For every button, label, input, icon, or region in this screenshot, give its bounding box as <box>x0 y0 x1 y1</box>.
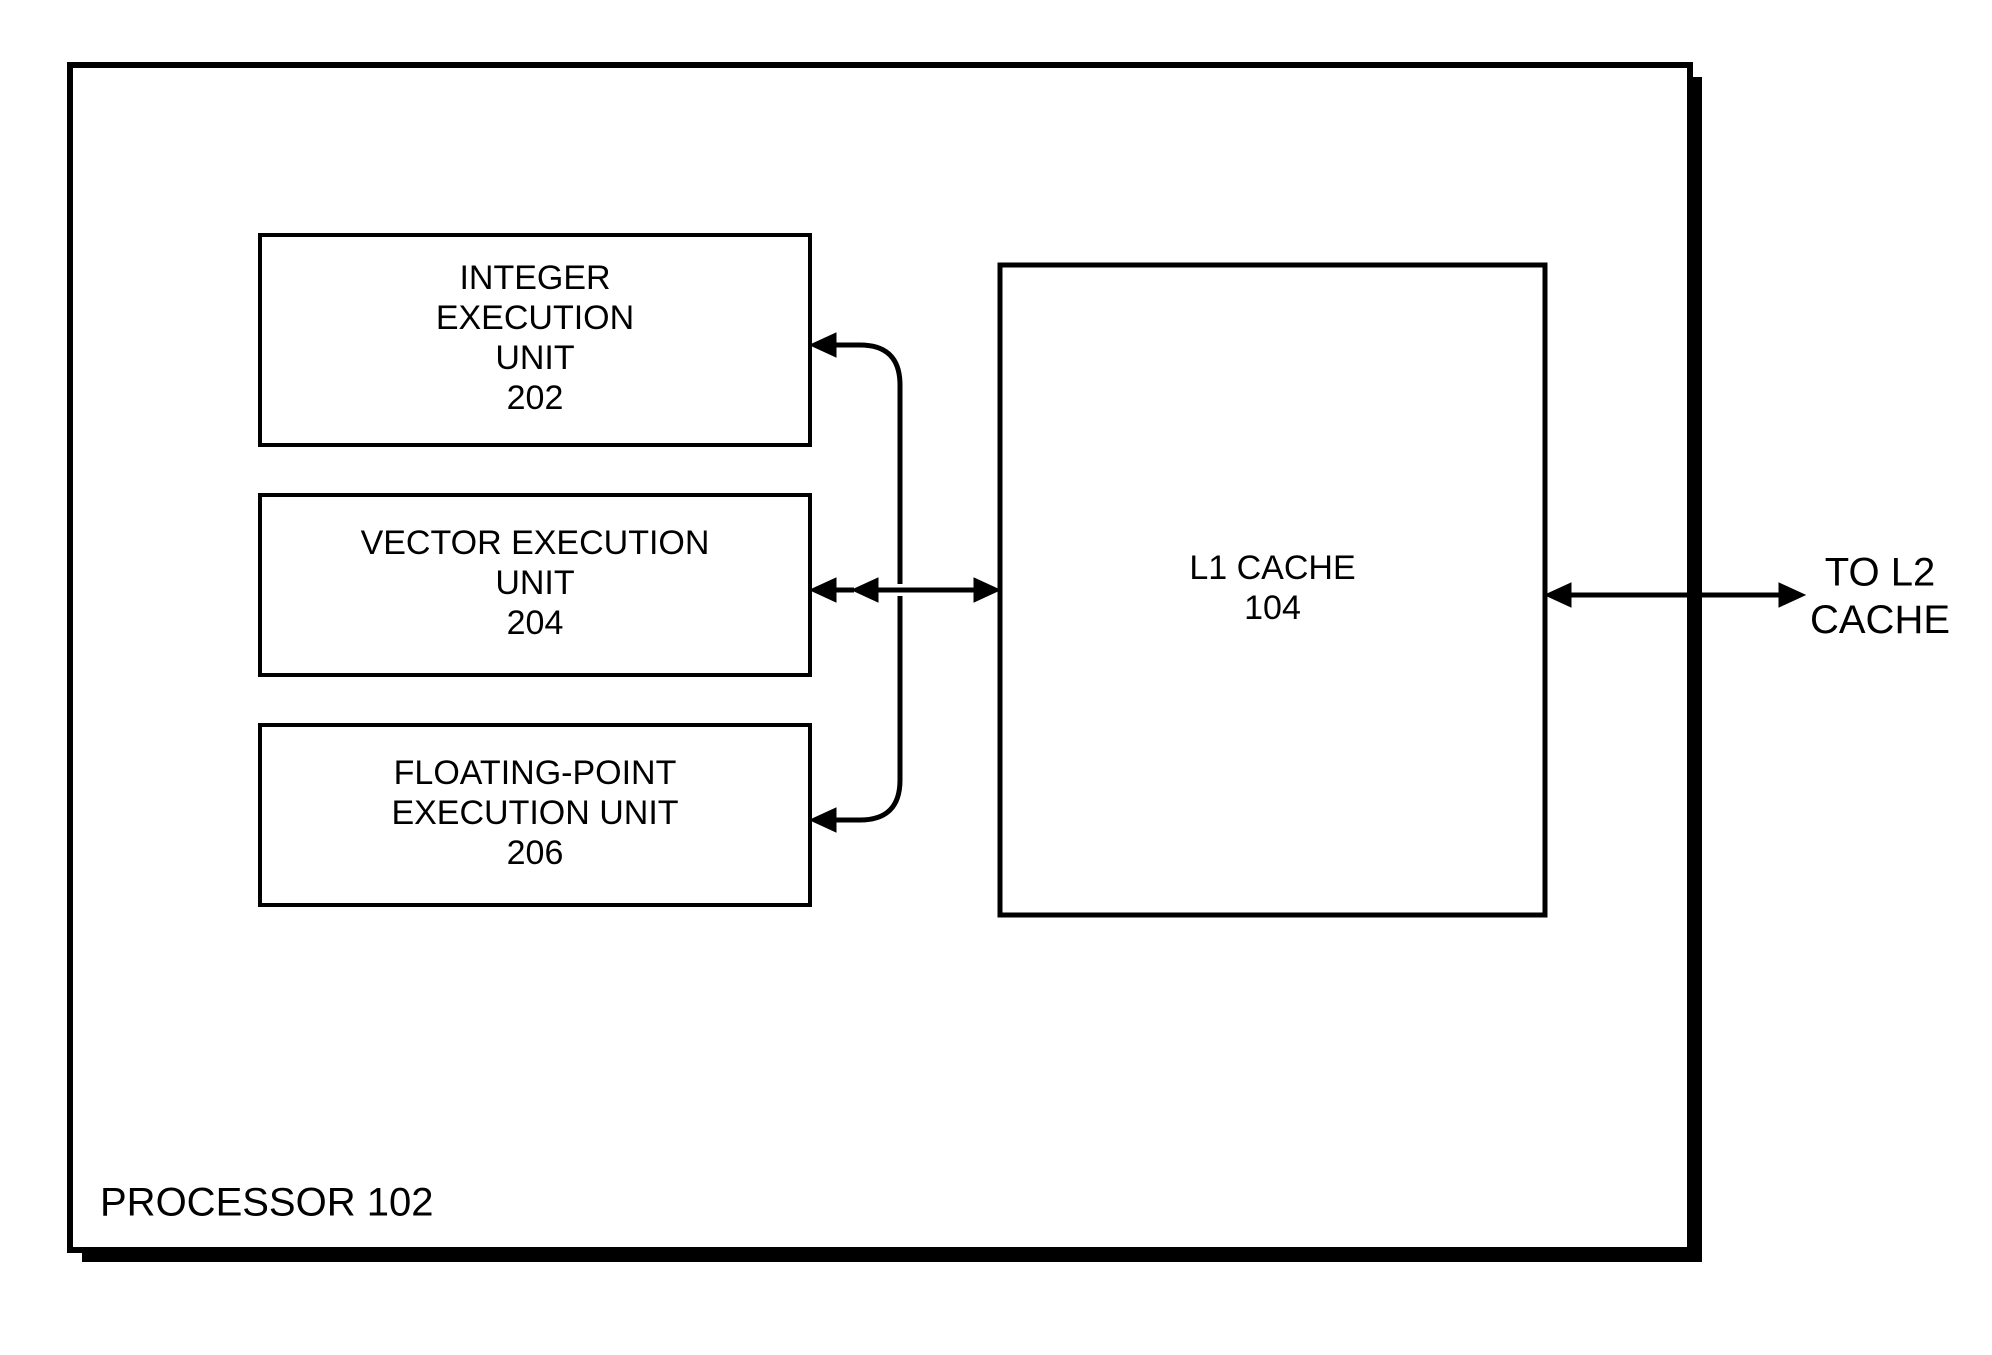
l1-cache-label-line1: 104 <box>1244 589 1301 627</box>
int-exec-label-line0: INTEGER <box>459 259 610 297</box>
external-label-line0: TO L2 <box>1825 551 1935 595</box>
vec-exec-label-line0: VECTOR EXECUTION <box>361 524 710 562</box>
fp-exec-label-line1: EXECUTION UNIT <box>391 794 678 832</box>
vec-exec-label-line2: 204 <box>507 604 564 642</box>
int-exec-label-line3: 202 <box>507 379 564 417</box>
int-exec-label-line2: UNIT <box>495 339 574 377</box>
l1-cache-label-line0: L1 CACHE <box>1189 549 1355 587</box>
fp-exec-label-line2: 206 <box>507 834 564 872</box>
vec-exec-label-line1: UNIT <box>495 564 574 602</box>
int-exec-label-line1: EXECUTION <box>436 299 634 337</box>
cache-ext-arrow-right <box>1779 583 1805 607</box>
fp-exec-label-line0: FLOATING-POINT <box>394 754 677 792</box>
processor-label-line0: PROCESSOR 102 <box>100 1181 433 1225</box>
external-label-line1: CACHE <box>1810 598 1950 642</box>
